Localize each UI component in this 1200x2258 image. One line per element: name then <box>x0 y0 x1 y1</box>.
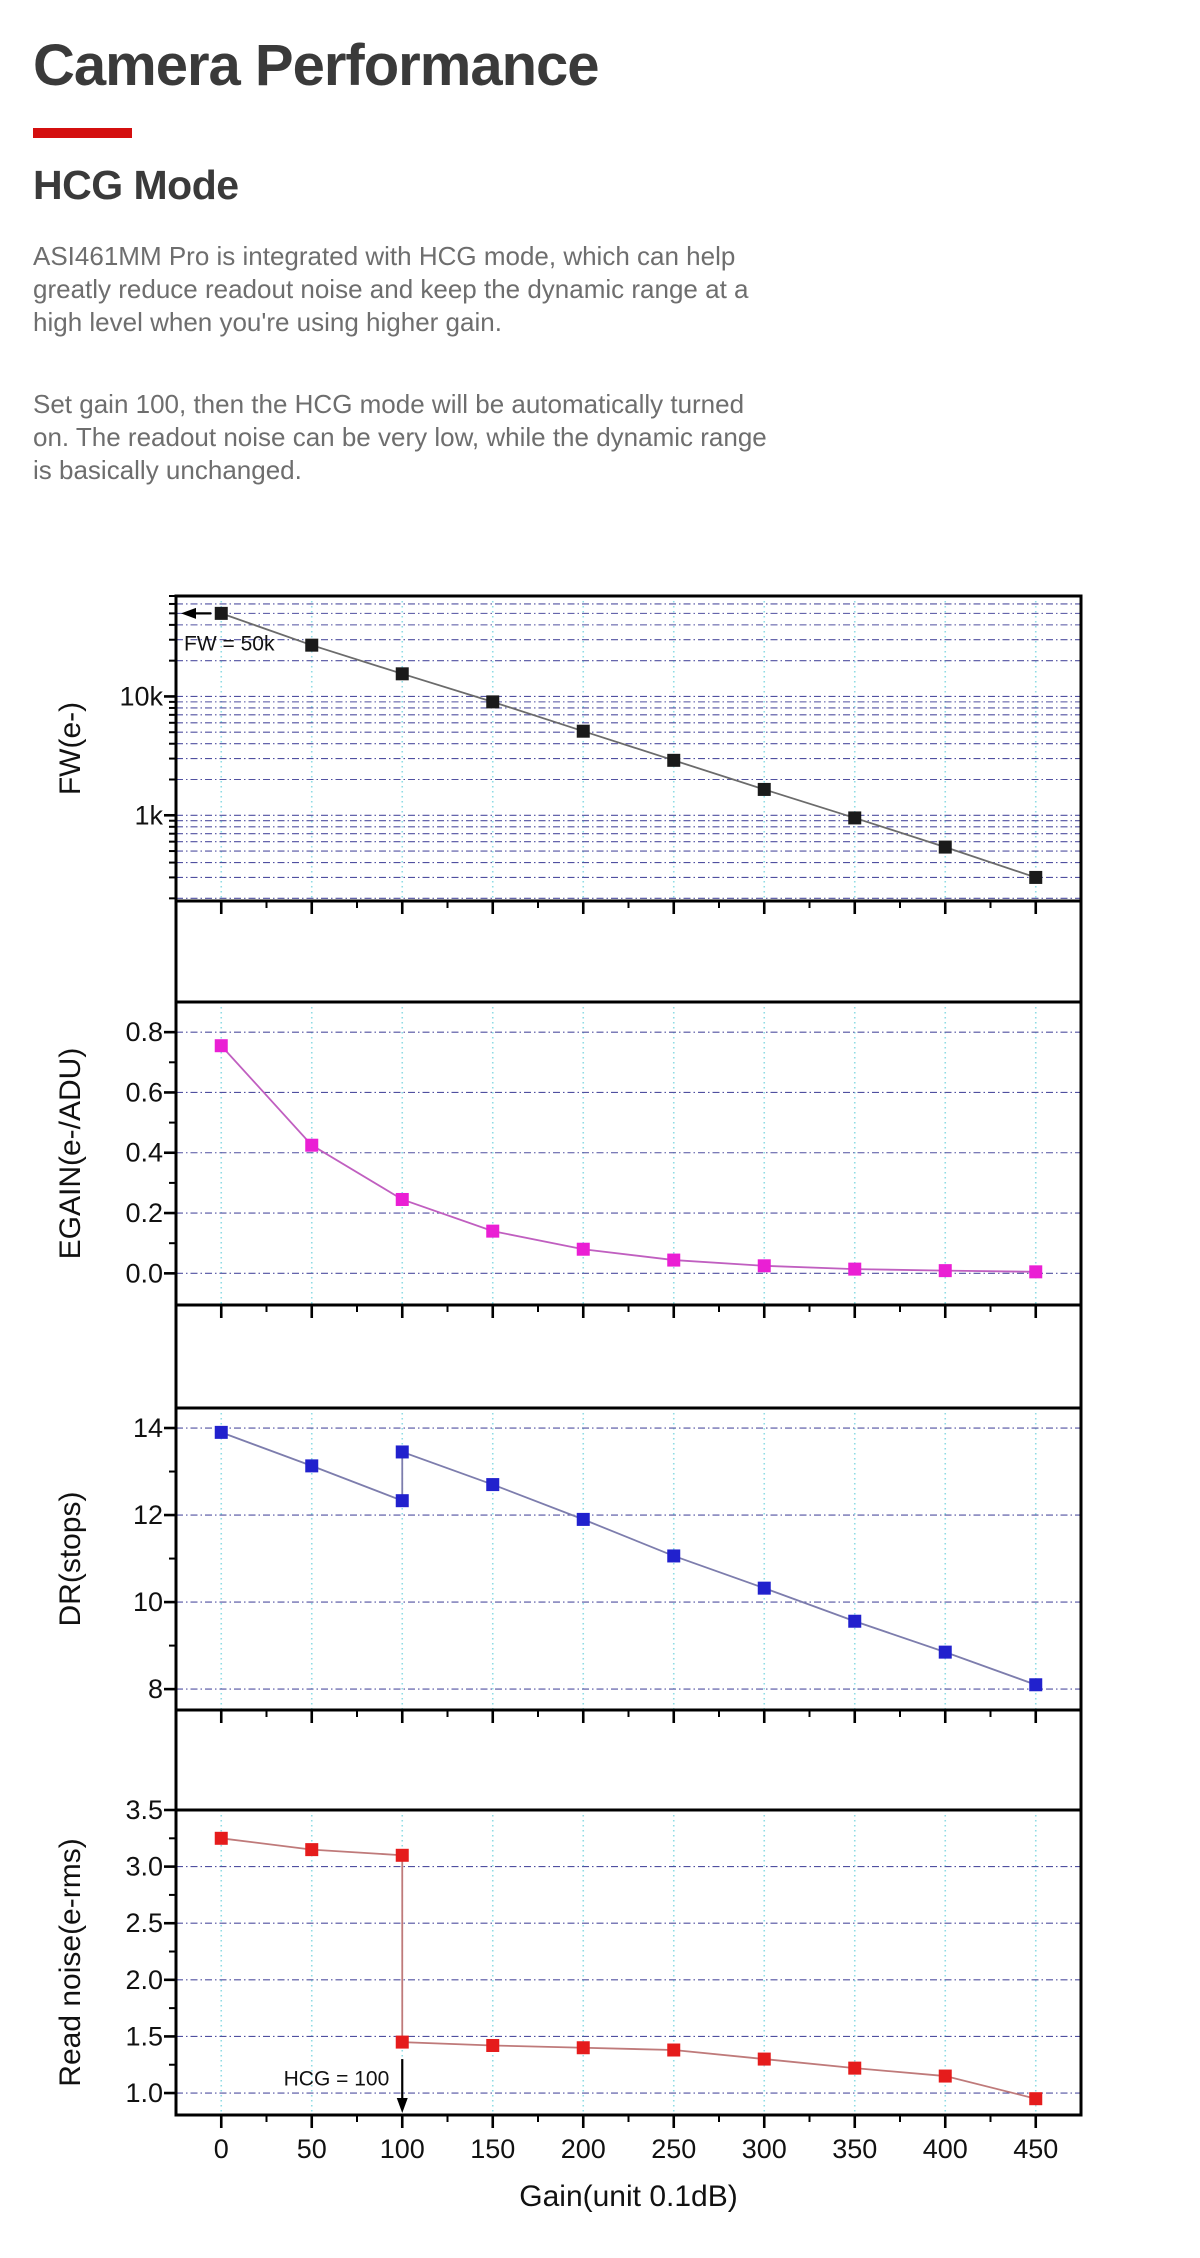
panel-egain: 0.8 0.6 0.4 0.2 0.0 EGAIN(e-/ADU) <box>54 1000 1083 1318</box>
data-point <box>395 667 409 681</box>
data-point <box>938 840 952 854</box>
data-point <box>1029 2092 1043 2106</box>
data-point <box>757 2052 771 2066</box>
svg-text:0.0: 0.0 <box>125 1258 163 1288</box>
svg-text:3.0: 3.0 <box>125 1852 163 1882</box>
series-line-read-noise <box>221 1837 1036 2100</box>
series-line-egain <box>220 1045 1036 1273</box>
data-point <box>214 1425 228 1439</box>
data-point <box>757 1581 771 1595</box>
panel-full-well: 10k 1k FW(e-) FW = 50k <box>54 594 1083 914</box>
svg-text:0.2: 0.2 <box>125 1198 163 1228</box>
data-point <box>395 1848 409 1862</box>
svg-text:0.8: 0.8 <box>125 1017 163 1047</box>
data-point <box>1029 1265 1043 1279</box>
data-point <box>214 1831 228 1845</box>
data-point <box>757 782 771 796</box>
data-point <box>938 1264 952 1278</box>
panel-read-noise: 3.5 3.0 2.5 2.0 1.5 1.0 Read noise(e-rms) HCG =… <box>54 1795 1083 2128</box>
svg-text:450: 450 <box>1013 2134 1058 2164</box>
data-point <box>486 2038 500 2052</box>
data-point <box>395 1192 409 1206</box>
svg-text:100: 100 <box>380 2134 425 2164</box>
data-point <box>1029 870 1043 884</box>
data-point <box>938 2069 952 2083</box>
svg-text:10k: 10k <box>119 681 163 711</box>
data-point <box>848 811 862 825</box>
data-point <box>395 2035 409 2049</box>
series-line-dynamic-range <box>220 1431 1037 1686</box>
svg-text:14: 14 <box>133 1413 163 1443</box>
svg-text:1k: 1k <box>134 800 163 830</box>
svg-text:FW = 50k: FW = 50k <box>184 632 275 655</box>
data-point <box>395 1445 409 1459</box>
data-point <box>305 1138 319 1152</box>
svg-text:FW(e-): FW(e-) <box>54 702 87 795</box>
data-point <box>848 1614 862 1628</box>
svg-text:200: 200 <box>561 2134 606 2164</box>
data-point <box>667 753 681 767</box>
svg-text:250: 250 <box>651 2134 696 2164</box>
svg-text:2.5: 2.5 <box>125 1908 163 1938</box>
svg-text:2.0: 2.0 <box>125 1965 163 1995</box>
svg-text:EGAIN(e-/ADU): EGAIN(e-/ADU) <box>54 1048 87 1260</box>
title-accent-underline <box>33 128 132 138</box>
svg-text:0.4: 0.4 <box>125 1138 163 1168</box>
data-point <box>667 1549 681 1563</box>
data-point <box>486 1478 500 1492</box>
x-axis: 0 50 100 150 200 250 300 350 400 450 Gain(unit 0.1… <box>214 2134 1059 2213</box>
data-point <box>486 1224 500 1238</box>
svg-text:1.5: 1.5 <box>125 2021 163 2051</box>
data-point <box>305 1843 319 1857</box>
svg-text:10: 10 <box>133 1587 163 1617</box>
intro-paragraph: ASI461MM Pro is integrated with HCG mode… <box>33 241 749 337</box>
data-point <box>576 1512 590 1526</box>
svg-text:Read noise(e-rms): Read noise(e-rms) <box>54 1838 87 2086</box>
panel-dynamic-range: 14 12 10 8 DR(stops) <box>54 1406 1083 1723</box>
data-point <box>667 1253 681 1267</box>
svg-text:DR(stops): DR(stops) <box>54 1491 87 1626</box>
series-line-full-well <box>220 612 1037 879</box>
svg-text:0.6: 0.6 <box>125 1077 163 1107</box>
section-heading: HCG Mode <box>33 162 239 208</box>
svg-text:8: 8 <box>148 1674 163 1704</box>
performance-chart-area: 10k 1k FW(e-) FW = 50k 0.8 0.6 0.4 0.2 0.0 EGAIN(… <box>0 553 1200 2253</box>
data-point <box>214 1039 228 1053</box>
data-point <box>395 1494 409 1508</box>
performance-chart: 10k 1k FW(e-) FW = 50k 0.8 0.6 0.4 0.2 0.0 EGAIN(… <box>54 594 1083 2213</box>
svg-text:350: 350 <box>832 2134 877 2164</box>
data-point <box>305 638 319 652</box>
svg-text:12: 12 <box>133 1500 163 1530</box>
data-point <box>848 1262 862 1276</box>
svg-text:400: 400 <box>923 2134 968 2164</box>
svg-text:50: 50 <box>297 2134 327 2164</box>
data-point <box>576 1242 590 1256</box>
page-title: Camera Performance <box>33 33 600 98</box>
data-point <box>576 724 590 738</box>
data-point <box>486 695 500 709</box>
svg-text:300: 300 <box>742 2134 787 2164</box>
svg-text:Gain(unit 0.1dB): Gain(unit 0.1dB) <box>519 2180 737 2213</box>
data-point <box>667 2043 681 2057</box>
svg-text:HCG = 100: HCG = 100 <box>284 2067 390 2090</box>
data-point <box>848 2061 862 2075</box>
data-point <box>305 1459 319 1473</box>
svg-text:1.0: 1.0 <box>125 2078 163 2108</box>
data-point <box>757 1259 771 1273</box>
svg-text:3.5: 3.5 <box>125 1795 163 1825</box>
data-point <box>214 606 228 620</box>
data-point <box>1029 1678 1043 1692</box>
data-point <box>938 1645 952 1659</box>
data-point <box>576 2041 590 2055</box>
hcg-paragraph: Set gain 100, then the HCG mode will be … <box>33 389 767 485</box>
svg-text:0: 0 <box>214 2134 229 2164</box>
svg-text:150: 150 <box>470 2134 515 2164</box>
